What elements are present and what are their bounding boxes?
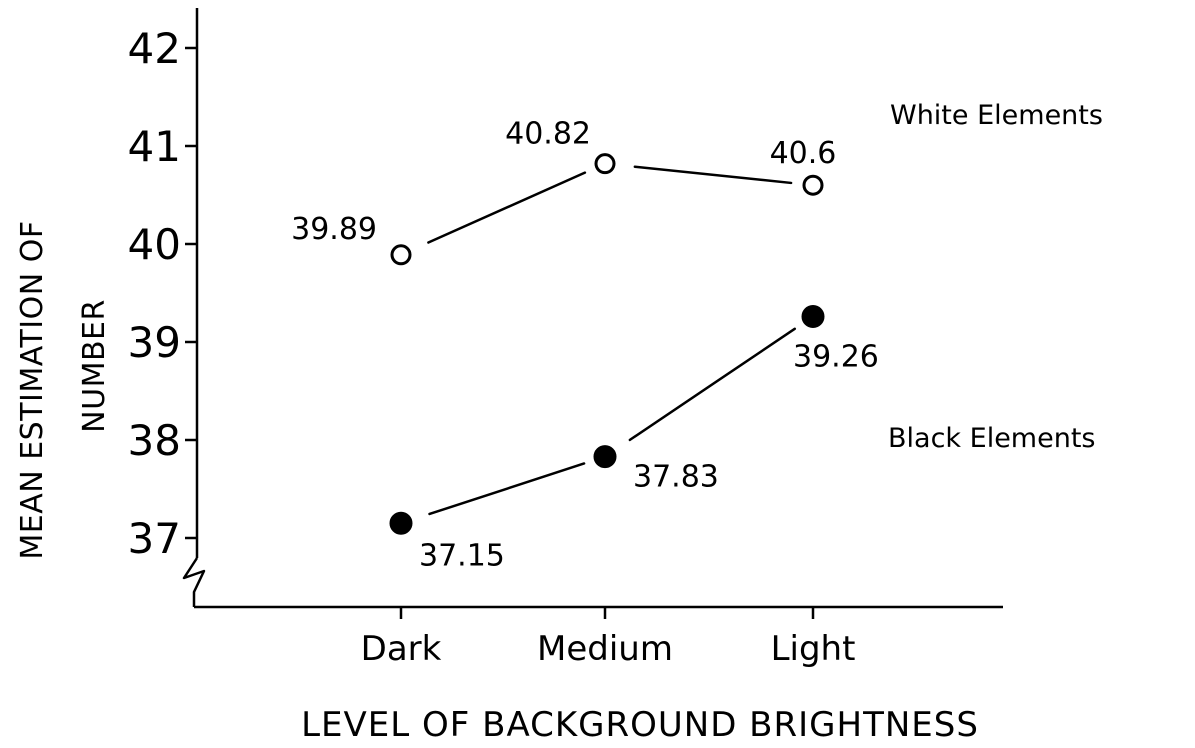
series-line-segment (633, 165, 793, 185)
x-axis-title: LEVEL OF BACKGROUND BRIGHTNESS (301, 705, 979, 745)
data-label: 40.82 (505, 117, 591, 152)
data-point-filled (593, 445, 617, 469)
data-point-open (390, 244, 412, 266)
data-point-filled (389, 511, 413, 535)
axes: 37 38 39 40 41 42 Dark Medium Light (128, 8, 1003, 669)
y-axis-title-line-1: MEAN ESTIMATION OF (15, 220, 50, 559)
y-tick-label: 39 (128, 318, 181, 367)
data-point-open (802, 174, 824, 196)
series-line-segment (428, 462, 586, 516)
x-tick-label: Dark (361, 629, 442, 669)
y-tick-label: 37 (128, 514, 181, 563)
data-label: 37.15 (419, 538, 505, 573)
data-label: 39.26 (793, 340, 879, 375)
y-tick-label: 40 (128, 220, 181, 269)
y-tick-label: 38 (128, 416, 181, 465)
data-point-open (594, 153, 616, 175)
series-line-segment (427, 171, 587, 244)
data-point-filled (801, 305, 825, 329)
series-line-segment (628, 327, 797, 442)
y-axis-title-line-2: NUMBER (77, 299, 112, 433)
data-label: 40.6 (770, 136, 837, 171)
x-tick-label: Medium (537, 629, 673, 669)
x-tick-label: Light (771, 629, 856, 669)
plot-area: 39.89 40.82 40.6 37.15 37.83 39.26 (291, 117, 879, 574)
data-label: 37.83 (633, 460, 719, 495)
legend-label-black-elements: Black Elements (888, 423, 1095, 454)
y-tick-label: 42 (128, 24, 181, 73)
y-tick-label: 41 (128, 122, 181, 171)
legend-label-white-elements: White Elements (890, 100, 1103, 131)
data-label: 39.89 (291, 212, 377, 247)
y-axis-break (182, 557, 206, 607)
